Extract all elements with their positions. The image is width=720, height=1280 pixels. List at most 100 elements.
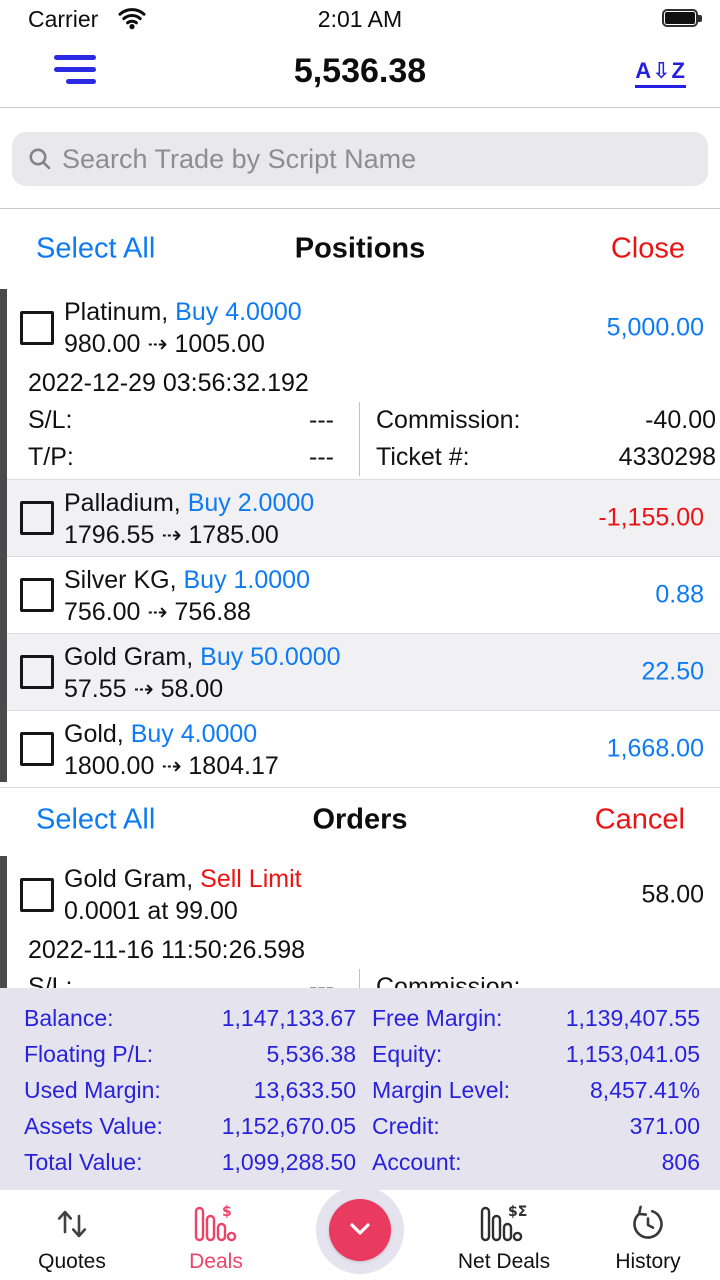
position-checkbox[interactable] [20,732,54,766]
search-field[interactable] [12,132,708,186]
tab-history[interactable]: History [576,1190,720,1280]
summary-label: Account: [372,1148,462,1175]
commission-label: Commission: [376,406,521,434]
dashed-arrow-icon: ⇢ [161,753,182,780]
current-price: 1005.00 [174,330,265,358]
orders-header: Select All Orders Cancel [0,784,720,856]
dashed-arrow-icon: ⇢ [147,599,168,626]
summary-value: 1,152,670.05 [221,1112,356,1139]
tab-label: Quotes [38,1250,106,1273]
carrier-label: Carrier [28,6,99,32]
orders-cancel-button[interactable]: Cancel [594,803,685,836]
summary-row: Total Value: 1,099,288.50 Account: 806 [24,1144,700,1180]
side-label: Buy 2.0000 [187,489,315,517]
positions-list: Platinum, Buy 4.0000 980.00 ⇢ 1005.00 5,… [0,289,720,788]
orders-list: Gold Gram, Sell Limit 0.0001 at 99.00 58… [0,856,720,988]
summary-label: Floating P/L: [24,1040,154,1067]
open-datetime: 2022-12-29 03:56:32.192 [28,369,309,397]
net-deals-chart-icon: $Σ [479,1200,529,1248]
summary-row: Floating P/L: 5,536.38 Equity: 1,153,041.0… [24,1036,700,1072]
position-checkbox[interactable] [20,655,54,689]
symbol-label: Gold Gram, [64,865,194,893]
current-price: 1785.00 [188,521,279,549]
summary-row: Balance: 1,147,133.67 Free Margin: 1,139,4… [24,1000,700,1036]
sl-value: --- [309,973,334,988]
position-checkbox[interactable] [20,501,54,535]
collapse-fab-button[interactable] [329,1199,391,1261]
sl-label: S/L: [28,406,73,434]
quotes-arrows-icon [51,1200,93,1248]
side-label: Buy 1.0000 [183,566,310,594]
sort-az-icon[interactable]: A⇩Z [635,58,686,88]
orders-select-all-button[interactable]: Select All [36,803,156,836]
tab-net-deals[interactable]: $Σ Net Deals [432,1190,576,1280]
order-checkbox[interactable] [20,878,54,912]
positions-select-all-button[interactable]: Select All [36,232,156,265]
battery-icon [662,9,702,27]
summary-label: Balance: [24,1004,114,1031]
account-summary-panel: Balance: 1,147,133.67 Free Margin: 1,139,4… [0,988,720,1190]
order-row-gold-gram[interactable]: Gold Gram, Sell Limit 0.0001 at 99.00 58… [0,856,720,988]
wifi-icon [118,8,146,35]
summary-row: Used Margin: 13,633.50 Margin Level: 8,457… [24,1072,700,1108]
profit-loss: 0.88 [655,580,704,609]
open-price: 756.00 [64,598,141,626]
position-row-platinum[interactable]: Platinum, Buy 4.0000 980.00 ⇢ 1005.00 5,… [0,289,720,480]
position-checkbox[interactable] [20,311,54,345]
position-row-gold-gram[interactable]: Gold Gram, Buy 50.0000 57.55 ⇢ 58.00 22.… [0,634,720,711]
summary-value: 13,633.50 [253,1076,356,1103]
summary-value: 806 [661,1148,700,1175]
commission-label: Commission: [376,973,521,988]
history-clock-icon [626,1200,670,1248]
symbol-label: Palladium, [64,489,181,517]
sl-value: --- [309,406,334,434]
summary-value: 1,139,407.55 [565,1004,700,1031]
dashed-arrow-icon: ⇢ [161,522,182,549]
tab-label: Net Deals [457,1250,551,1273]
dashed-arrow-icon: ⇢ [147,331,168,358]
profit-loss: 1,668.00 [606,734,704,763]
summary-label: Total Value: [24,1148,143,1175]
volume-at-price: 0.0001 at 99.00 [64,897,238,925]
positions-header: Select All Positions Close [0,209,720,289]
floating-pl-total: 5,536.38 [293,52,427,90]
symbol-label: Silver KG, [64,566,177,594]
open-price: 1800.00 [64,752,155,780]
position-row-palladium[interactable]: Palladium, Buy 2.0000 1796.55 ⇢ 1785.00 … [0,480,720,557]
dashed-arrow-icon: ⇢ [133,676,154,703]
menu-icon[interactable] [54,55,96,84]
current-price: 1804.17 [188,752,279,780]
summary-label: Equity: [372,1040,443,1067]
symbol-label: Platinum, [64,298,169,326]
ticket-value: 4330298 [618,443,716,471]
order-datetime: 2022-11-16 11:50:26.598 [28,936,306,964]
position-row-silver[interactable]: Silver KG, Buy 1.0000 756.00 ⇢ 756.88 0.… [0,557,720,634]
deals-chart-icon: $ [193,1200,239,1248]
open-price: 57.55 [64,675,127,703]
position-row-gold[interactable]: Gold, Buy 4.0000 1800.00 ⇢ 1804.17 1,668… [0,711,720,788]
side-label: Buy 50.0000 [200,643,341,671]
positions-close-button[interactable]: Close [610,232,685,265]
summary-value: 1,099,288.50 [221,1148,356,1175]
tp-value: --- [309,443,334,471]
tab-quotes[interactable]: Quotes [0,1190,144,1280]
profit-loss: 22.50 [641,657,704,686]
svg-text:$Σ: $Σ [508,1204,527,1220]
tab-deals[interactable]: $ Deals [144,1190,288,1280]
search-icon [29,148,51,170]
order-price: 58.00 [641,880,704,909]
ticket-label: Ticket #: [376,443,470,471]
summary-label: Assets Value: [24,1112,163,1139]
position-checkbox[interactable] [20,578,54,612]
current-price: 756.88 [174,598,251,626]
side-label: Buy 4.0000 [175,298,302,326]
summary-label: Credit: [372,1112,440,1139]
side-label: Buy 4.0000 [130,720,258,748]
search-input[interactable] [62,143,692,175]
tp-label: T/P: [28,443,74,471]
status-bar: Carrier 2:01 AM [0,0,720,40]
sl-label: S/L: [28,973,73,988]
tab-bar: Quotes $ Deals [0,1186,720,1280]
open-price: 980.00 [64,330,141,358]
